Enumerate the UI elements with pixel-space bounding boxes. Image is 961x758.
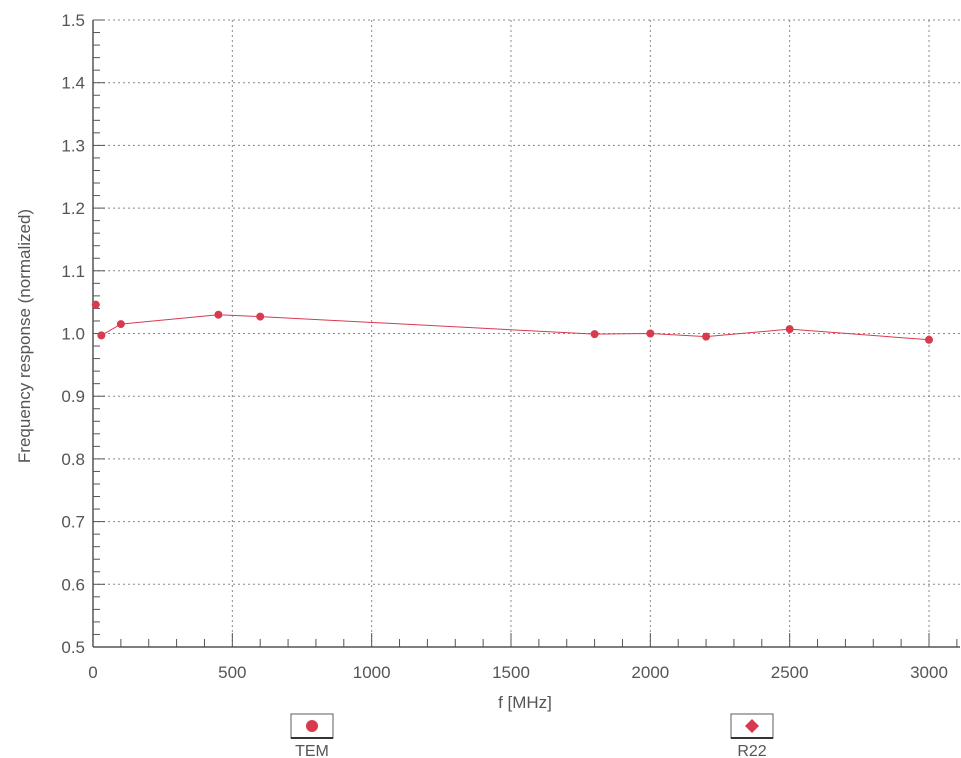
x-tick-label: 500 <box>218 663 246 682</box>
x-tick-label: 3000 <box>910 663 948 682</box>
x-tick-label: 1000 <box>353 663 391 682</box>
y-tick-label: 0.9 <box>61 387 85 406</box>
data-point-tem <box>97 331 106 340</box>
y-tick-label: 0.6 <box>61 575 85 594</box>
y-tick-label: 1.0 <box>61 325 85 344</box>
data-point-tem <box>925 335 933 344</box>
x-tick-label: 1500 <box>492 663 530 682</box>
data-point-tem <box>256 312 265 321</box>
data-point-tem <box>91 300 100 309</box>
x-tick-label: 2000 <box>631 663 669 682</box>
x-axis-label: f [MHz] <box>498 693 552 712</box>
legend-item-r22: R22 <box>730 713 774 758</box>
legend: TEM R22 <box>290 713 774 758</box>
data-point-tem <box>116 320 125 329</box>
y-tick-label: 0.8 <box>61 450 85 469</box>
legend-label: R22 <box>737 743 766 758</box>
series-line-tem <box>101 314 930 341</box>
circle-marker-icon <box>306 720 318 732</box>
y-tick-label: 1.5 <box>61 11 85 30</box>
y-tick-label: 1.4 <box>61 74 85 93</box>
x-tick-label: 2500 <box>771 663 809 682</box>
y-tick-label: 0.7 <box>61 513 85 532</box>
x-tick-label: 0 <box>88 663 97 682</box>
grid <box>93 19 960 647</box>
y-tick-label: 1.1 <box>61 262 85 281</box>
legend-item-tem: TEM <box>290 713 334 758</box>
diamond-marker-icon <box>745 719 759 733</box>
legend-label: TEM <box>295 743 329 758</box>
data-point-tem <box>590 330 599 339</box>
y-axis-label: Frequency response (normalized) <box>15 209 34 463</box>
data-point-tem <box>785 325 794 334</box>
data-point-tem <box>646 329 655 338</box>
y-tick-label: 1.3 <box>61 136 85 155</box>
y-tick-label: 1.2 <box>61 199 85 218</box>
data-point-tem <box>702 332 711 341</box>
y-tick-label: 0.5 <box>61 638 85 657</box>
data-point-tem <box>214 310 223 319</box>
x-axis-ticks: 0 500 1000 1500 2000 2500 3000 <box>88 633 958 682</box>
y-axis-ticks: 0.5 0.6 0.7 0.8 0.9 1.0 1.1 1.2 1.3 1.4 1.5 <box>61 11 105 657</box>
plot-area <box>91 300 933 344</box>
